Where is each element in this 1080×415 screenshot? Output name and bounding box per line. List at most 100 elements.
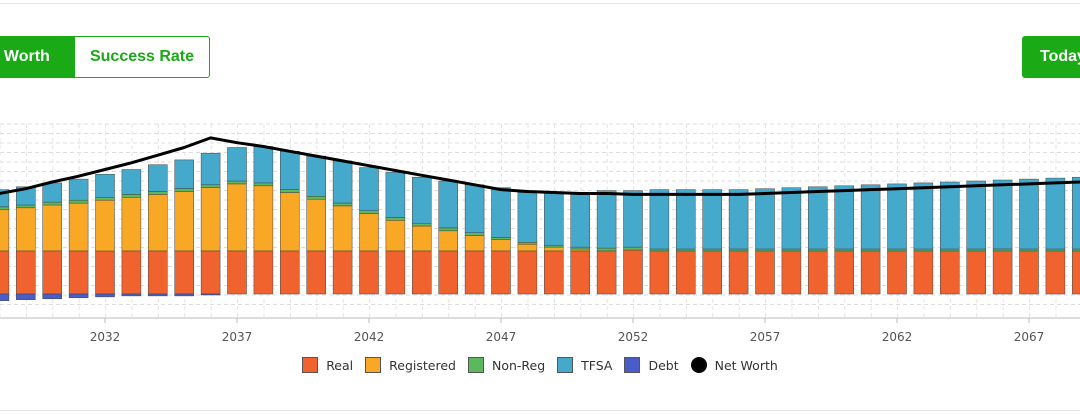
- bar-segment-tfsa-2057: [755, 188, 775, 250]
- bar-segment-tfsa-2067: [1019, 178, 1039, 250]
- legend-swatch-tfsa: [557, 357, 574, 373]
- bar-segment-registered-2031: [68, 202, 89, 252]
- bar-segment-tfsa-2031: [68, 178, 89, 201]
- bar-segment-real-2066: [992, 250, 1013, 295]
- bar-segment-nonreg-2059: [808, 248, 828, 252]
- bar-segment-nonreg-2029: [16, 204, 36, 209]
- legend-label-nonreg: Non-Reg: [491, 357, 546, 373]
- bar-segment-nonreg-2062: [887, 248, 907, 252]
- bar-segment-registered-2035: [174, 191, 194, 252]
- bar-segment-registered-2040: [306, 198, 326, 252]
- bar-segment-nonreg-2047: [491, 237, 511, 240]
- bar-segment-real-2061: [860, 250, 881, 295]
- bar-segment-registered-2049: [544, 246, 564, 252]
- bar-segment-debt-2028: [0, 293, 10, 301]
- bar-segment-nonreg-2056: [728, 248, 749, 252]
- bar-segment-real-2045: [438, 250, 458, 295]
- bar-segment-real-2039: [280, 250, 300, 295]
- legend-swatch-registered: [365, 357, 382, 373]
- bar-segment-real-2052: [623, 249, 643, 295]
- bar-segment-nonreg-2055: [702, 248, 722, 252]
- bar-segment-nonreg-2060: [834, 248, 854, 252]
- bars-layer: [0, 146, 1080, 301]
- legend-label-registered: Registered: [389, 357, 456, 373]
- bar-segment-real-2055: [702, 250, 722, 295]
- bar-segment-nonreg-2040: [306, 196, 326, 200]
- bar-segment-tfsa-2055: [702, 189, 722, 250]
- bar-segment-real-2063: [913, 250, 934, 295]
- bar-segment-nonreg-2041: [332, 202, 353, 207]
- legend-item-debt[interactable]: Debt: [624, 357, 679, 373]
- bar-segment-tfsa-2039: [280, 151, 300, 190]
- bar-segment-tfsa-2068: [1045, 177, 1066, 250]
- bar-segment-tfsa-2034: [148, 164, 168, 192]
- bar-segment-tfsa-2049: [544, 192, 564, 246]
- bar-segment-tfsa-2053: [649, 189, 670, 250]
- x-tick-label-2057: 2057: [750, 330, 781, 344]
- bar-segment-debt-2036: [200, 293, 221, 296]
- bar-segment-debt-2031: [68, 293, 89, 299]
- bar-segment-tfsa-2035: [174, 159, 194, 189]
- bar-segment-nonreg-2046: [464, 232, 485, 236]
- bar-segment-real-2059: [808, 250, 828, 295]
- bar-segment-nonreg-2028: [0, 206, 10, 211]
- legend-item-tfsa[interactable]: TFSA: [557, 357, 612, 373]
- legend-swatch-debt: [624, 357, 641, 373]
- bar-segment-real-2036: [200, 250, 221, 295]
- legend-item-nonreg[interactable]: Non-Reg: [467, 357, 546, 373]
- bar-segment-nonreg-2063: [913, 248, 934, 252]
- bar-segment-real-2048: [517, 250, 538, 295]
- legend-label-tfsa: TFSA: [581, 357, 613, 373]
- legend-item-registered[interactable]: Registered: [365, 357, 456, 373]
- net-worth-chart: 2032 2037 2042 2047 2052 2057 2062 2067: [0, 123, 1080, 344]
- bar-segment-registered-2033: [121, 197, 142, 252]
- bar-segment-nonreg-2066: [992, 248, 1013, 252]
- bar-segment-nonreg-2039: [280, 189, 300, 193]
- success-rate-tab-button[interactable]: Success Rate: [74, 36, 210, 78]
- bar-segment-nonreg-2033: [121, 194, 142, 198]
- x-tick-label-2042: 2042: [354, 330, 385, 344]
- bar-segment-real-2037: [227, 250, 247, 295]
- bar-segment-real-2054: [676, 250, 696, 295]
- bar-segment-real-2049: [544, 250, 564, 295]
- bar-segment-real-2057: [755, 250, 775, 295]
- bar-segment-registered-2042: [359, 213, 379, 252]
- bar-segment-real-2046: [464, 250, 485, 295]
- today-button[interactable]: Today: [1022, 36, 1080, 78]
- bar-segment-nonreg-2031: [68, 199, 89, 204]
- bar-segment-tfsa-2066: [992, 179, 1013, 250]
- bar-segment-tfsa-2043: [385, 172, 406, 218]
- net-worth-tab-button[interactable]: et Worth: [0, 36, 75, 78]
- bar-segment-real-2044: [412, 250, 432, 295]
- line-layer: [0, 136, 1080, 196]
- bar-segment-debt-2034: [148, 293, 168, 297]
- bar-segment-debt-2033: [121, 293, 142, 297]
- bar-segment-nonreg-2067: [1019, 248, 1039, 252]
- bar-segment-real-2043: [385, 250, 406, 295]
- bar-segment-nonreg-2052: [623, 246, 643, 251]
- bar-segment-debt-2030: [42, 293, 62, 300]
- bar-segment-real-2041: [332, 250, 353, 295]
- legend-swatch-nonreg: [467, 357, 484, 373]
- bar-segment-registered-2046: [464, 235, 485, 252]
- bar-segment-tfsa-2058: [781, 187, 802, 250]
- bar-segment-registered-2047: [491, 239, 511, 252]
- bar-segment-tfsa-2036: [200, 152, 221, 186]
- bar-segment-real-2065: [966, 250, 986, 295]
- bar-segment-tfsa-2037: [227, 147, 247, 182]
- legend-item-real[interactable]: Real: [302, 357, 353, 373]
- bar-segment-nonreg-2061: [860, 248, 881, 252]
- bar-segment-real-2069: [1072, 250, 1080, 295]
- legend-item-networth[interactable]: Net Worth: [690, 357, 778, 373]
- bar-segment-tfsa-2030: [42, 182, 62, 203]
- bar-segment-tfsa-2040: [306, 155, 326, 197]
- bar-segment-tfsa-2046: [464, 184, 485, 233]
- bar-segment-nonreg-2035: [174, 188, 194, 192]
- bar-segment-real-2051: [596, 250, 617, 295]
- x-tick-label-2047: 2047: [486, 330, 517, 344]
- bar-segment-nonreg-2049: [544, 244, 564, 248]
- net-worth-line: [0, 136, 1080, 196]
- bar-segment-registered-2041: [332, 205, 353, 252]
- x-tick-label-2052: 2052: [618, 330, 649, 344]
- bar-segment-tfsa-2063: [913, 182, 934, 250]
